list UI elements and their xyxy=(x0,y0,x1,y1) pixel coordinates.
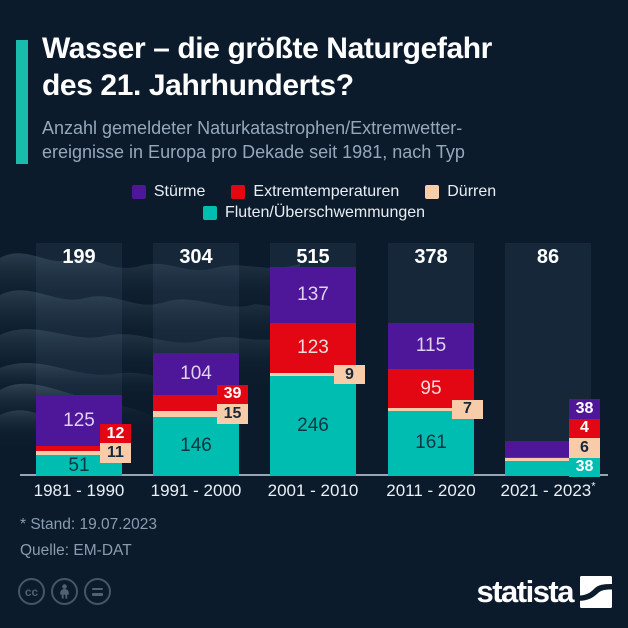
x-axis-tick-label: 1991 - 2000 xyxy=(150,481,242,500)
footnote-stand: * Stand: 19.07.2023 xyxy=(20,516,158,533)
x-axis-tick-label: 2021 - 2023* xyxy=(500,480,596,500)
cc-no-derivatives-icon xyxy=(84,578,111,605)
bar-segment-fluten xyxy=(270,376,356,476)
legend-label: Stürme xyxy=(153,183,206,200)
legend-item: Stürme xyxy=(131,183,206,201)
legend-item: Fluten/Überschwemmungen xyxy=(202,204,426,222)
subtitle-line-1: Anzahl gemeldeter Naturkatastrophen/Extr… xyxy=(42,118,463,138)
x-axis-tick-label: 2011 - 2020 xyxy=(386,481,476,500)
statista-wordmark: statista xyxy=(476,574,574,609)
footnote-source: Quelle: EM-DAT xyxy=(20,542,132,559)
bar-value-callout-duerren: 9 xyxy=(334,364,365,385)
bar-segment-sturme xyxy=(388,322,474,370)
title-line-2: des 21. Jahrhunderts? xyxy=(42,69,354,102)
legend-row: Stürme Extremtemperaturen Dürren xyxy=(131,183,496,201)
legend-item: Extremtemperaturen xyxy=(231,183,399,201)
bar-segment-duerren xyxy=(153,410,239,417)
bar-value-label: 146 xyxy=(180,435,212,457)
cc-license-badges: cc xyxy=(18,578,111,605)
page-title: Wasser – die größte Naturgefahr des 21. J… xyxy=(42,30,492,104)
bar-value-callout-extremtemperaturen: 4 xyxy=(569,418,600,438)
equals-glyph xyxy=(92,587,103,596)
x-axis-tick-label: 2001 - 2010 xyxy=(267,481,359,500)
bar-segment-extremtemperaturen xyxy=(505,456,591,459)
cc-icon: cc xyxy=(18,578,45,605)
footnotes: * Stand: 19.07.2023 Quelle: EM-DAT xyxy=(20,512,157,564)
legend-swatch-sturme xyxy=(131,185,146,199)
bar-value-callout-fluten: 38 xyxy=(569,457,600,477)
x-axis-tick-label: 1981 - 1990 xyxy=(33,481,125,500)
bar-segment-duerren xyxy=(505,458,591,461)
title-accent-bar xyxy=(16,40,28,164)
bar-total-label: 515 xyxy=(296,246,330,268)
title-line-1: Wasser – die größte Naturgefahr xyxy=(42,32,492,65)
cc-attribution-person-icon xyxy=(51,578,78,605)
chart-legend: Stürme Extremtemperaturen Dürren Fluten/Übe… xyxy=(0,183,628,222)
footnote-asterisk: * xyxy=(591,480,596,493)
bar-segment-extremtemperaturen xyxy=(36,446,122,451)
bar-value-label: 115 xyxy=(415,335,447,357)
bar-value-callout-duerren: 11 xyxy=(100,443,131,463)
bar-total-label: 304 xyxy=(179,246,213,268)
bar-segment-duerren xyxy=(36,450,122,456)
legend-swatch-duerren xyxy=(425,185,440,199)
bar-segment-fluten xyxy=(388,410,474,476)
bar-value-callout-duerren: 7 xyxy=(452,399,483,420)
legend-item: Dürren xyxy=(425,183,496,201)
bar-value-callout-duerren: 15 xyxy=(217,404,248,424)
bar-value-label: 123 xyxy=(297,336,329,358)
bar-value-label: 137 xyxy=(297,284,329,306)
bar-value-callout-duerren: 6 xyxy=(569,438,600,458)
legend-label: Fluten/Überschwemmungen xyxy=(224,204,426,221)
bar-value-label: 104 xyxy=(180,362,212,384)
bar-value-label: 161 xyxy=(415,432,447,454)
bar-value-label: 246 xyxy=(297,415,329,437)
bar-value-callout-sturme: 38 xyxy=(569,399,600,419)
bar-total-label: 199 xyxy=(62,246,96,268)
statista-logo-icon xyxy=(580,576,612,608)
bar-value-label: 125 xyxy=(63,409,95,431)
bar-total-label: 86 xyxy=(536,246,560,268)
subtitle-line-2: ereignisse in Europa pro Dekade seit 198… xyxy=(42,142,465,162)
cc-icon-label: cc xyxy=(24,584,39,599)
legend-swatch-fluten xyxy=(202,206,217,220)
bar-segment-duerren xyxy=(388,407,474,411)
legend-label: Dürren xyxy=(447,183,497,200)
bar-value-label: 95 xyxy=(420,377,442,399)
statista-branding: statista xyxy=(476,575,612,609)
page-subtitle: Anzahl gemeldeter Naturkatastrophen/Extr… xyxy=(42,116,465,164)
legend-row: Fluten/Überschwemmungen xyxy=(202,204,426,222)
bar-value-callout-extremtemperaturen: 39 xyxy=(217,384,248,405)
bar-segment-duerren xyxy=(270,372,356,377)
bar-total-label: 378 xyxy=(414,246,448,268)
legend-swatch-extremtemperaturen xyxy=(231,185,246,199)
bar-value-label: 51 xyxy=(68,454,90,476)
legend-label: Extremtemperaturen xyxy=(253,183,400,200)
